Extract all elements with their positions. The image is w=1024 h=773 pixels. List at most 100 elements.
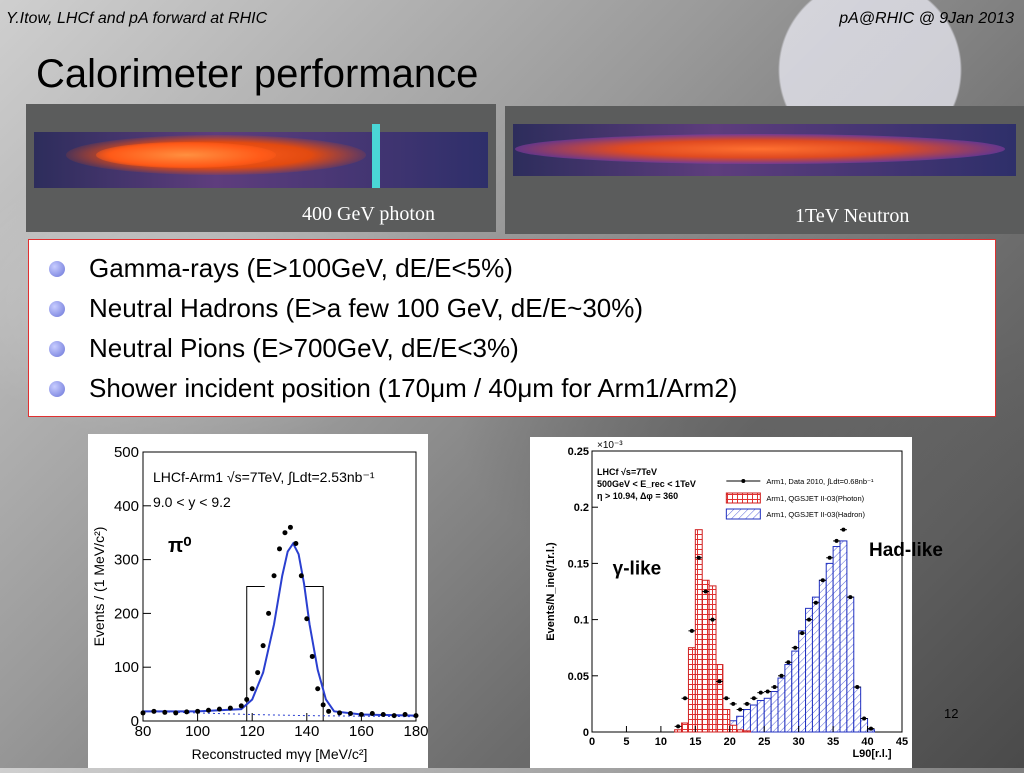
data-point	[304, 616, 310, 622]
hadron-bar	[763, 697, 772, 733]
annotation-had-like: Had-like	[869, 540, 943, 561]
photon-bar	[736, 729, 745, 733]
photon-bar	[687, 647, 696, 733]
hadron-bar	[749, 704, 758, 733]
hadron-bar	[825, 562, 834, 733]
hadron-bar	[756, 700, 765, 733]
data-point	[758, 690, 763, 695]
data-point	[266, 610, 272, 616]
header-right-text: pA@RHIC @ 9Jan 2013	[839, 10, 1014, 27]
data-point	[337, 710, 343, 716]
annotation-rapidity: 9.0 < y < 9.2	[153, 494, 231, 510]
data-point	[184, 709, 190, 715]
data-point	[710, 617, 715, 622]
data-point	[206, 707, 212, 713]
pi0-mass-plot: 80 100 120 140 160 180 0 100 200 300 400 500 Reconst…	[88, 434, 429, 768]
x-axis-label: L90[r.l.]	[852, 748, 891, 760]
x-tick-label: 180	[403, 723, 428, 740]
data-point	[402, 712, 408, 718]
y-axis-label: Events/N_ine(/1r.l.)	[545, 542, 557, 641]
bullet-icon	[49, 301, 65, 317]
annotation-energy: LHCf √s=7TeV	[597, 467, 657, 477]
y-tick-label: 500	[114, 444, 139, 461]
x-tick-label: 140	[294, 723, 319, 740]
legend-marker-photon	[725, 492, 761, 504]
photon-bar	[722, 709, 731, 733]
photon-bar	[729, 724, 738, 733]
l90-chart: 0 5 10 15 20 25 30 35 40 45 0 0.05 0.1 0.15 0.2 0.25 ×10…	[545, 440, 908, 760]
data-point	[696, 555, 701, 560]
data-point	[287, 524, 293, 530]
pi0-mass-chart: 80 100 120 140 160 180 0 100 200 300 400 500 Reconst…	[91, 444, 429, 762]
data-point	[807, 617, 811, 622]
x-tick-label: 40	[861, 736, 873, 748]
y-tick-label: 0	[583, 727, 589, 739]
data-point	[717, 679, 722, 684]
data-point	[380, 712, 386, 718]
bullet-item: Gamma-rays (E>100GeV, dE/E<5%)	[49, 248, 995, 288]
signal-fit	[143, 541, 417, 717]
data-point	[841, 527, 846, 532]
signal-window-left	[246, 586, 265, 721]
data-point	[173, 710, 179, 716]
y-tick-label: 0.2	[574, 502, 589, 514]
x-tick-label: 25	[758, 736, 770, 748]
data-point	[862, 716, 867, 721]
hadron-bar	[832, 546, 841, 733]
data-point	[326, 708, 332, 714]
annotation-gamma-like: γ-like	[613, 559, 662, 580]
x-tick-label: 45	[896, 736, 908, 748]
data-point	[216, 706, 222, 712]
data-point	[779, 673, 784, 678]
x-tick-label: 35	[827, 736, 839, 748]
photon-bar	[674, 729, 683, 733]
data-point	[772, 685, 777, 690]
data-point	[689, 628, 694, 633]
photon-bar	[743, 730, 751, 733]
data-point	[249, 686, 255, 692]
x-tick-label: 160	[349, 723, 374, 740]
hadron-bar	[770, 691, 779, 733]
data-point	[140, 710, 146, 716]
data-point	[282, 530, 288, 536]
y-tick-label: 200	[114, 605, 139, 622]
data-point	[676, 724, 681, 729]
data-point	[765, 689, 770, 694]
x-tick-label: 10	[655, 736, 667, 748]
bullet-icon	[49, 341, 65, 357]
x-tick-label: 5	[623, 736, 629, 748]
bullet-icon	[49, 261, 65, 277]
data-point	[827, 555, 832, 560]
y-tick-label: 0.15	[568, 558, 589, 570]
photon-shower-image: 400 GeV photon	[26, 104, 496, 232]
data-point	[151, 708, 157, 714]
bullet-text: Neutral Hadrons (E>a few 100 GeV, dE/E~3…	[89, 293, 644, 323]
header-left-text: Y.Itow, LHCf and pA forward at RHIC	[6, 10, 268, 27]
page-number: 12	[944, 706, 959, 721]
data-point	[358, 712, 364, 718]
hadron-bar	[791, 650, 800, 733]
hadron-bar	[743, 709, 751, 733]
x-tick-label: 15	[689, 736, 701, 748]
x-tick-label: 0	[589, 736, 595, 748]
data-point	[413, 713, 419, 719]
hadron-bar	[811, 596, 820, 733]
legend-marker-hadron	[725, 508, 761, 520]
x-tick-label: 120	[240, 723, 265, 740]
hadron-bar	[853, 686, 862, 733]
data-point	[260, 643, 266, 649]
data-point	[271, 573, 277, 579]
legend-hadron: Arm1, QGSJET II-03(Hadron)	[766, 510, 865, 519]
data-point	[162, 709, 168, 715]
bullet-text: Gamma-rays (E>100GeV, dE/E<5%)	[89, 253, 513, 283]
data-point	[731, 701, 736, 706]
y-tick-label: 0.25	[568, 446, 589, 458]
hadron-bar	[784, 664, 793, 733]
data-point	[309, 653, 315, 659]
hadron-bar	[846, 596, 855, 733]
photon-bar	[715, 664, 724, 733]
data-point	[793, 645, 798, 650]
y-tick-label: 0.1	[574, 615, 589, 627]
background-fit	[142, 710, 417, 718]
hadron-bar	[860, 718, 869, 733]
